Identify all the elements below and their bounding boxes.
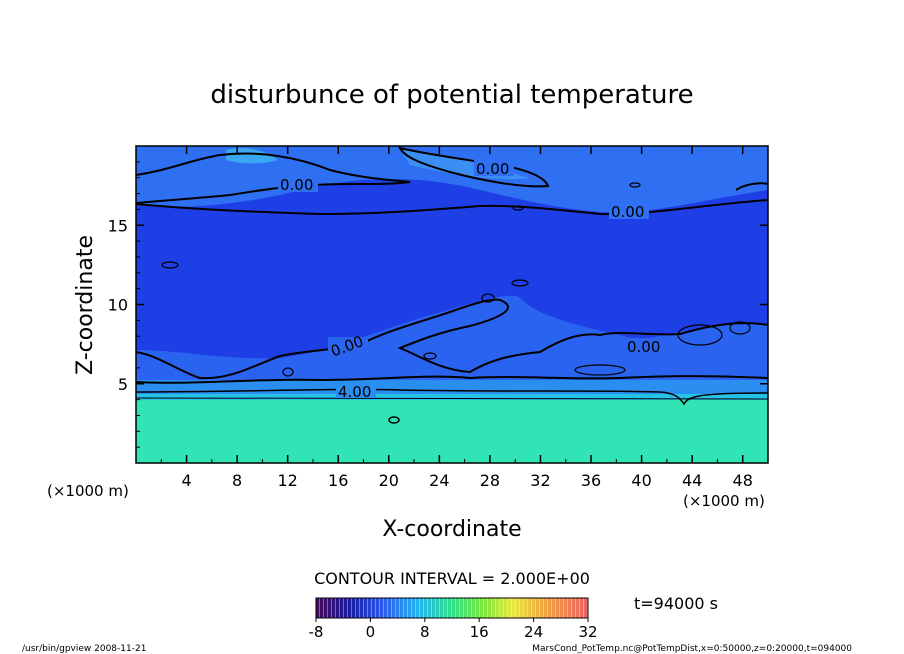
contour-small-loop <box>677 324 723 346</box>
contour-label: 0.00 <box>627 338 660 356</box>
contour-label: 4.00 <box>338 383 371 401</box>
colorbar-tick-label: 24 <box>524 623 543 641</box>
contour-line-mid <box>136 298 768 380</box>
colorbar-tick-label: 0 <box>366 623 376 641</box>
heatmap-field <box>136 146 768 463</box>
contour-small-loop <box>481 293 495 303</box>
x-tick-label: 24 <box>429 471 449 490</box>
contour-line-upper <box>136 152 411 204</box>
lower-warm-layer <box>136 400 768 463</box>
x-tick-label: 20 <box>379 471 399 490</box>
colorbar-ticks: -8 0 8 16 24 32 <box>309 618 598 641</box>
z-tick-label: 15 <box>108 216 128 235</box>
contour-small-loop <box>388 416 400 424</box>
contour-label: 0.00 <box>280 176 313 194</box>
contour-small-loop <box>729 321 751 335</box>
contour-small-loop <box>282 367 294 377</box>
x-tick-label: 40 <box>631 471 651 490</box>
x-axis-title: X-coordinate <box>382 517 521 542</box>
colorbar-tick-label: 16 <box>470 623 489 641</box>
contour-interval-text: CONTOUR INTERVAL = 2.000E+00 <box>314 569 590 588</box>
x-tick-label: 36 <box>581 471 601 490</box>
contour-small-loop <box>161 261 179 269</box>
colorbar-tick-label: 32 <box>578 623 597 641</box>
contour-line-4-lower <box>136 397 768 400</box>
contour-small-loop <box>511 279 529 287</box>
x-tick-label: 32 <box>530 471 550 490</box>
footer-left: /usr/bin/gpview 2008-11-21 <box>22 644 146 654</box>
x-tick-label: 28 <box>480 471 500 490</box>
contour-small-loop <box>423 352 437 360</box>
time-label: t=94000 s <box>634 594 718 613</box>
upper-warm-region <box>136 146 768 213</box>
colorbar-tick-label: 8 <box>420 623 430 641</box>
colorbar <box>315 597 589 619</box>
contour-line-top-right <box>398 146 550 188</box>
z-axis: 5 10 15 <box>108 161 768 448</box>
top-light-patch <box>226 148 278 164</box>
contour-label: 0.00 <box>476 160 509 178</box>
contour-small-loop <box>629 182 641 188</box>
x-tick-label: 8 <box>232 471 242 490</box>
x-tick-label: 12 <box>278 471 298 490</box>
contour-small-loop <box>574 364 626 376</box>
contour-line-4 <box>136 388 768 406</box>
x-tick-label: 44 <box>682 471 702 490</box>
colorbar-stripes <box>316 598 588 618</box>
x-tick-label: 48 <box>733 471 753 490</box>
colorbar-tick-label: -8 <box>309 623 324 641</box>
contour-line-right-upper <box>735 182 768 191</box>
colorbar-frame <box>315 597 589 619</box>
mid-warm-region <box>136 295 768 385</box>
contour-small-loop <box>512 205 524 211</box>
contour-line-upper-2 <box>136 199 768 216</box>
contour-lines <box>136 146 768 424</box>
contour-label: 0.00 <box>611 203 644 221</box>
footer-right: MarsCond_PotTemp.nc@PotTempDist,x=0:5000… <box>532 644 852 654</box>
chart-title: disturbunce of potential temperature <box>210 80 693 110</box>
z-tick-label: 5 <box>118 375 128 394</box>
x-tick-label: 4 <box>181 471 191 490</box>
contour-line-lower <box>136 375 768 384</box>
contour-label-group: 0.00 0.00 0.00 0.00 0.00 4.00 <box>278 160 665 401</box>
lower-warm-layer-tint <box>136 400 768 463</box>
x-tick-label: 16 <box>328 471 348 490</box>
x-axis-unit-right: (×1000 m) <box>683 492 765 510</box>
x-axis: 4 8 12 16 20 24 28 32 36 40 44 48 <box>160 146 769 490</box>
z-tick-label: 10 <box>108 296 128 315</box>
y-axis-title: Z-coordinate <box>73 235 98 375</box>
x-axis-unit-left: (×1000 m) <box>47 482 129 500</box>
transition-band <box>136 380 768 398</box>
